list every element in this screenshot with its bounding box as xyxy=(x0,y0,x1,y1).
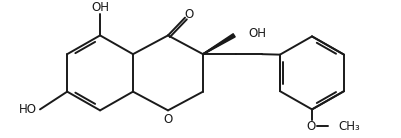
Text: O: O xyxy=(306,120,315,133)
Text: HO: HO xyxy=(19,103,37,116)
Text: O: O xyxy=(163,113,172,126)
Text: CH₃: CH₃ xyxy=(337,120,359,133)
Text: OH: OH xyxy=(247,27,265,40)
Text: O: O xyxy=(184,8,193,21)
Text: OH: OH xyxy=(91,1,109,14)
